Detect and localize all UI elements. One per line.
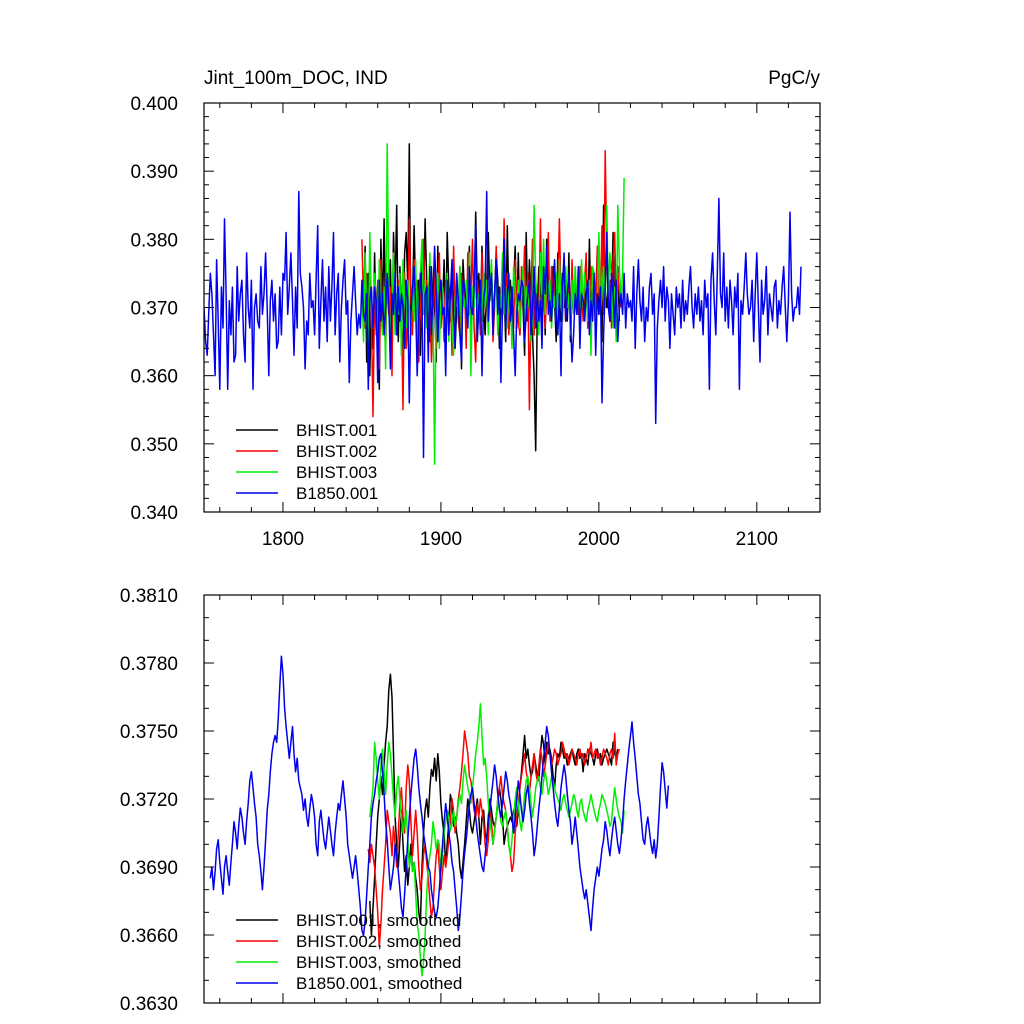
y-tick-label: 0.3780 xyxy=(120,654,178,675)
series-line-b1850-001 xyxy=(204,190,802,459)
y-tick-label: 0.380 xyxy=(130,230,178,251)
legend-label: BHIST.002 xyxy=(296,442,377,461)
y-tick-label: 0.3630 xyxy=(120,994,178,1015)
plot-area xyxy=(209,655,670,977)
series-line-bhist-003-smoothed xyxy=(369,703,625,977)
x-tick-label: 1900 xyxy=(420,529,462,550)
legend: BHIST.001 BHIST.002 BHIST.003 B1850.001 xyxy=(236,421,378,503)
legend-label: BHIST.003, smoothed xyxy=(296,953,461,972)
units-label: PgC/y xyxy=(768,68,820,89)
legend: BHIST.001, smoothed BHIST.002, smoothed BH… xyxy=(236,911,462,993)
y-tick-label: 0.3660 xyxy=(120,926,178,947)
y-tick-label: 0.370 xyxy=(130,299,178,320)
y-tick-label: 0.340 xyxy=(130,503,178,524)
y-tick-label: 0.3720 xyxy=(120,790,178,811)
y-tick-label: 0.3810 xyxy=(120,586,178,607)
x-tick-label: 2000 xyxy=(578,529,620,550)
legend-label: BHIST.003 xyxy=(296,463,377,482)
y-tick-label: 0.390 xyxy=(130,162,178,183)
legend-label: BHIST.001 xyxy=(296,421,377,440)
legend-label: B1850.001 xyxy=(296,484,378,503)
bottom-panel: 0.3630 0.3660 0.3690 0.3720 0.3750 0.3780 0.38… xyxy=(120,586,821,1015)
y-tick-label: 0.3690 xyxy=(120,858,178,879)
legend-label: BHIST.002, smoothed xyxy=(296,932,461,951)
y-tick-label: 0.400 xyxy=(130,94,178,115)
legend-label: BHIST.001, smoothed xyxy=(296,911,461,930)
y-tick-label: 0.350 xyxy=(130,435,178,456)
y-tick-label: 0.3750 xyxy=(120,722,178,743)
plot-area xyxy=(204,143,802,466)
series-line-b1850-001-smoothed xyxy=(209,655,670,936)
y-tick-label: 0.360 xyxy=(130,367,178,388)
chart-title: Jint_100m_DOC, IND xyxy=(204,68,388,89)
x-tick-label: 1800 xyxy=(262,529,304,550)
top-panel: Jint_100m_DOC, IND PgC/y 1800 1900 2000 210… xyxy=(130,68,821,550)
series-line-bhist-001-smoothed xyxy=(369,673,619,936)
legend-label: B1850.001, smoothed xyxy=(296,974,462,993)
x-tick-label: 2100 xyxy=(736,529,778,550)
